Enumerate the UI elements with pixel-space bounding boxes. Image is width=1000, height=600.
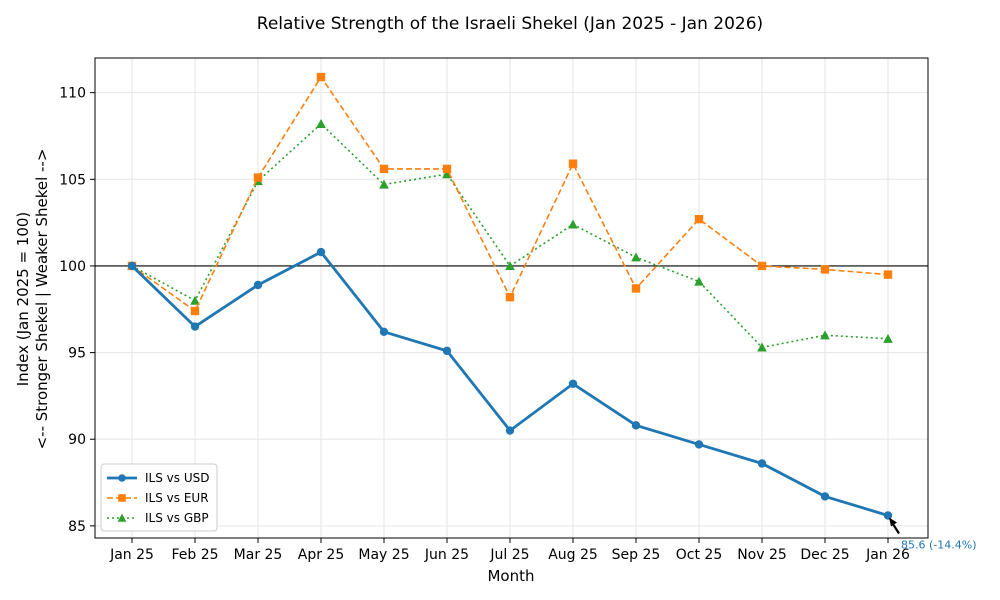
data-point-ils-vs-usd [253, 280, 263, 290]
annotation-text: 85.6 (-14.4%) [901, 538, 977, 551]
data-point-ils-vs-usd [505, 426, 515, 435]
y-tick-label: 105 [59, 172, 86, 188]
data-point-ils-vs-eur [442, 164, 452, 174]
data-point-ils-vs-gbp [505, 261, 515, 271]
legend-marker-ils-vs-gbp [117, 513, 127, 522]
data-point-ils-vs-gbp [442, 169, 452, 179]
data-point-ils-vs-usd [379, 327, 389, 336]
x-tick-label: Nov 25 [737, 547, 787, 563]
data-point-ils-vs-eur [883, 270, 893, 279]
data-point-ils-vs-eur [820, 265, 830, 274]
data-point-ils-vs-usd [820, 492, 830, 501]
x-tick-label: Dec 25 [800, 547, 849, 563]
x-tick-label: Jun 25 [424, 547, 469, 563]
legend-label-ils-vs-eur: ILS vs EUR [145, 491, 209, 505]
legend-label-ils-vs-usd: ILS vs USD [145, 471, 209, 485]
x-axis: Jan 25 Feb 25 Mar 25 Apr 25 May 25 Jun 25 Jul … [109, 538, 910, 563]
data-point-ils-vs-eur [505, 292, 515, 302]
x-axis-label: Month [487, 567, 534, 585]
legend-marker-ils-vs-eur [118, 494, 126, 502]
y-tick-label: 85 [68, 519, 86, 535]
data-point-ils-vs-usd [127, 261, 137, 271]
y-tick-label: 90 [68, 432, 86, 448]
data-point-ils-vs-usd [442, 346, 452, 356]
data-point-ils-vs-gbp [190, 295, 200, 305]
x-tick-label: Apr 25 [298, 547, 344, 563]
x-tick-label: Jan 26 [865, 547, 910, 563]
data-point-ils-vs-usd [694, 440, 704, 449]
data-point-ils-vs-usd [883, 511, 893, 520]
x-tick-label: Feb 25 [171, 547, 218, 563]
data-point-ils-vs-eur [631, 284, 641, 293]
legend-label-ils-vs-gbp: ILS vs GBP [145, 511, 209, 525]
data-point-ils-vs-usd [631, 421, 641, 430]
y-axis: 85 90 95 100 105 110 [59, 86, 95, 535]
x-tick-label: Jan 25 [109, 547, 154, 563]
x-tick-label: Jul 25 [489, 547, 529, 563]
series-ils-vs-gbp [127, 119, 893, 352]
y-tick-label: 110 [59, 86, 86, 102]
x-tick-label: May 25 [358, 547, 409, 563]
data-point-ils-vs-gbp [694, 276, 704, 286]
y-tick-label: 95 [68, 346, 86, 362]
legend: ILS vs USD ILS vs EUR ILS vs GBP [100, 463, 218, 532]
data-point-ils-vs-gbp [568, 219, 578, 229]
series-group [127, 72, 893, 520]
data-point-ils-vs-gbp [883, 333, 893, 343]
data-point-ils-vs-gbp [631, 252, 641, 262]
data-point-ils-vs-usd [190, 322, 200, 331]
series-ils-vs-eur [127, 72, 893, 316]
data-point-ils-vs-gbp [316, 119, 326, 128]
grid [95, 58, 928, 538]
data-point-ils-vs-usd [316, 247, 326, 257]
x-tick-label: Aug 25 [548, 547, 598, 563]
data-point-ils-vs-eur [757, 261, 767, 271]
annotation: 85.6 (-14.4%) [889, 517, 977, 551]
legend-marker-ils-vs-usd [118, 474, 126, 482]
data-point-ils-vs-usd [757, 459, 767, 468]
data-point-ils-vs-gbp [820, 330, 830, 340]
x-tick-label: Sep 25 [612, 547, 661, 563]
data-point-ils-vs-eur [694, 214, 704, 224]
data-point-ils-vs-eur [568, 159, 578, 168]
y-tick-label: 100 [59, 259, 86, 275]
annotation-arrow-head [889, 517, 897, 527]
data-point-ils-vs-eur [379, 164, 389, 174]
x-tick-label: Oct 25 [676, 547, 722, 563]
data-point-ils-vs-eur [190, 306, 200, 316]
series-ils-vs-usd [127, 247, 893, 520]
x-tick-label: Mar 25 [234, 547, 283, 563]
chart-title: Relative Strength of the Israeli Shekel … [257, 14, 763, 34]
y-axis-label-line1: Index (Jan 2025 = 100) [14, 212, 32, 387]
legend-box [100, 463, 218, 532]
data-point-ils-vs-gbp [379, 179, 389, 189]
data-point-ils-vs-eur [316, 72, 326, 82]
plot-frame [94, 57, 929, 539]
data-point-ils-vs-gbp [757, 342, 767, 352]
data-point-ils-vs-usd [568, 379, 578, 388]
y-axis-label-line2: <-- Stronger Shekel | Weaker Shekel --> [33, 149, 51, 450]
data-point-ils-vs-eur [253, 173, 263, 182]
